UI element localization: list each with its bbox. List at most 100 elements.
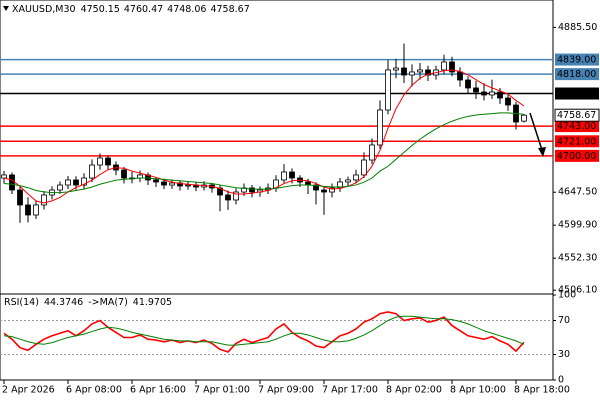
candle-body <box>153 179 159 183</box>
y-tick-label: 100 <box>558 290 576 301</box>
candle-body <box>105 157 111 166</box>
candle-body <box>329 187 335 193</box>
level-label-box <box>555 53 599 66</box>
level-label-box <box>555 120 599 133</box>
level-label: 4721.00 <box>557 136 596 147</box>
candle-body <box>33 204 39 216</box>
candle-body <box>321 189 327 193</box>
candle-body <box>249 187 255 193</box>
rsi-value: 44.3746 <box>44 297 83 308</box>
rsi-ma-title: ->MA(7) <box>88 297 128 308</box>
candle-body <box>417 69 423 73</box>
level-label: 4743.00 <box>557 121 596 132</box>
candle-body <box>393 67 399 71</box>
level-label: 4839.00 <box>557 55 596 66</box>
y-tick-label: 4506.10 <box>558 285 597 296</box>
x-tick-label: 7 Apr 01:00 <box>194 385 250 396</box>
candle-body <box>97 157 103 166</box>
candle-body <box>81 177 87 186</box>
candle-body <box>9 174 15 191</box>
candle-body <box>505 97 511 106</box>
candle-body <box>449 61 455 73</box>
forecast-arrow <box>529 112 543 151</box>
x-tick-label: 8 Apr 10:00 <box>450 385 506 396</box>
candle-body <box>281 171 287 181</box>
y-tick-label: 0 <box>558 375 564 386</box>
x-tick-label: 6 Apr 08:00 <box>66 385 122 396</box>
candle-body <box>1 174 7 179</box>
y-tick-label: 4885.50 <box>558 22 597 33</box>
x-tick-label: 7 Apr 09:00 <box>258 385 314 396</box>
x-tick-label: 8 Apr 18:00 <box>514 385 570 396</box>
rsi-title: RSI(14) <box>4 297 39 308</box>
y-tick-label: 4647.50 <box>558 187 597 198</box>
candle-body <box>489 91 495 96</box>
candle-body <box>121 169 127 179</box>
low: 4748.06 <box>167 4 206 15</box>
level-label: 4700.00 <box>557 151 596 162</box>
candle-body <box>169 182 175 186</box>
x-tick-label: 7 Apr 17:00 <box>322 385 378 396</box>
header-icon <box>3 6 9 11</box>
y-tick-label: 30 <box>558 349 570 360</box>
candle-body <box>65 179 71 186</box>
y-tick-label: 70 <box>558 315 570 326</box>
candle-body <box>425 69 431 76</box>
rsi-header: RSI(14) 44.3746 ->MA(7) 41.9705 <box>4 297 172 308</box>
y-tick-label: 4599.90 <box>558 220 597 231</box>
candle-body <box>473 87 479 93</box>
level-label: 4818.00 <box>557 69 596 80</box>
price-label-box <box>554 108 600 122</box>
current-price-label: 4758.67 <box>557 110 596 121</box>
line-series <box>3 112 525 194</box>
candle-body <box>57 184 63 191</box>
candle-body <box>481 91 487 96</box>
candle-body <box>41 194 47 206</box>
level-label-box <box>555 135 599 148</box>
high: 4760.47 <box>124 4 163 15</box>
forecast-arrowhead <box>538 147 546 157</box>
symbol: XAUUSD,M30 <box>12 4 76 15</box>
x-tick-label: 8 Apr 02:00 <box>386 385 442 396</box>
candle-body <box>521 114 527 122</box>
line-series <box>3 69 525 204</box>
level-label-box <box>555 149 599 162</box>
candle-body <box>441 61 447 71</box>
candle-body <box>353 174 359 181</box>
open: 4750.15 <box>81 4 120 15</box>
candle-body <box>385 69 391 111</box>
rsi-ma-value: 41.9705 <box>133 297 172 308</box>
candle-body <box>233 191 239 201</box>
y-tick-label: 4552.30 <box>558 253 597 264</box>
candle-body <box>161 181 167 186</box>
close: 4758.67 <box>210 4 249 15</box>
candle-body <box>177 182 183 187</box>
level-label: 4790.00 <box>557 89 596 100</box>
candle-body <box>465 79 471 89</box>
candle-body <box>225 194 231 201</box>
candle-body <box>361 159 367 176</box>
candle-body <box>313 184 319 191</box>
level-label-box <box>555 87 599 100</box>
plot-layer: 4885.50 4647.50 4599.90 4552.30 4506.10 4839.… <box>0 22 600 396</box>
candle-body <box>345 179 351 183</box>
line-series <box>3 315 525 346</box>
line-series <box>3 311 525 353</box>
candle-body <box>73 179 79 186</box>
candle-body <box>289 171 295 179</box>
candle-body <box>377 109 383 146</box>
candle-body <box>457 71 463 81</box>
candle-body <box>185 184 191 187</box>
level-label-box <box>555 68 599 81</box>
candle-body <box>409 71 415 76</box>
candle-body <box>401 67 407 76</box>
x-tick-label: 2 Apr 2026 <box>2 385 55 396</box>
candle-body <box>369 144 375 161</box>
candle-body <box>25 204 31 216</box>
x-tick-label: 6 Apr 16:00 <box>130 385 186 396</box>
candle-body <box>497 91 503 99</box>
chart-header: XAUUSD,M30 4750.15 4760.47 4748.06 4758.67 <box>12 4 250 15</box>
candle-body <box>89 164 95 179</box>
candle-body <box>17 189 23 206</box>
